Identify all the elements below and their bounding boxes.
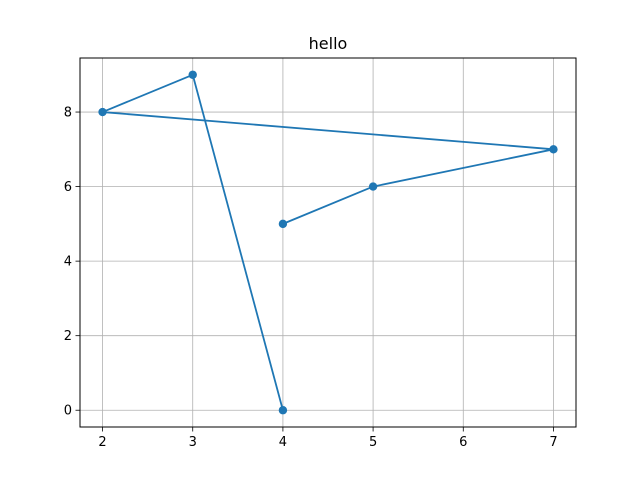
- y-tick-label: 8: [64, 106, 72, 121]
- x-tick-label: 2: [98, 435, 106, 450]
- x-tick-label: 7: [549, 435, 557, 450]
- series-line: [101, 73, 555, 411]
- x-tick-label: 5: [369, 435, 377, 450]
- y-tick-label: 0: [64, 404, 72, 419]
- data-point: [278, 406, 288, 415]
- ticks: 2 3 4 5 6 7 0 2 4 6 8: [64, 106, 558, 450]
- y-tick-label: 2: [64, 329, 72, 344]
- data-point: [549, 145, 558, 154]
- data-point: [188, 70, 197, 79]
- plot-frame: [79, 57, 577, 428]
- x-tick-label: 4: [279, 435, 287, 450]
- chart-title: hello: [309, 34, 348, 53]
- data-point: [98, 107, 107, 117]
- x-tick-label: 6: [459, 435, 467, 450]
- series-layer: [98, 70, 558, 415]
- data-point: [368, 182, 378, 191]
- y-tick-label: 4: [64, 255, 72, 270]
- data-point: [278, 219, 288, 229]
- y-tick-label: 6: [64, 180, 72, 195]
- x-tick-label: 3: [189, 435, 197, 450]
